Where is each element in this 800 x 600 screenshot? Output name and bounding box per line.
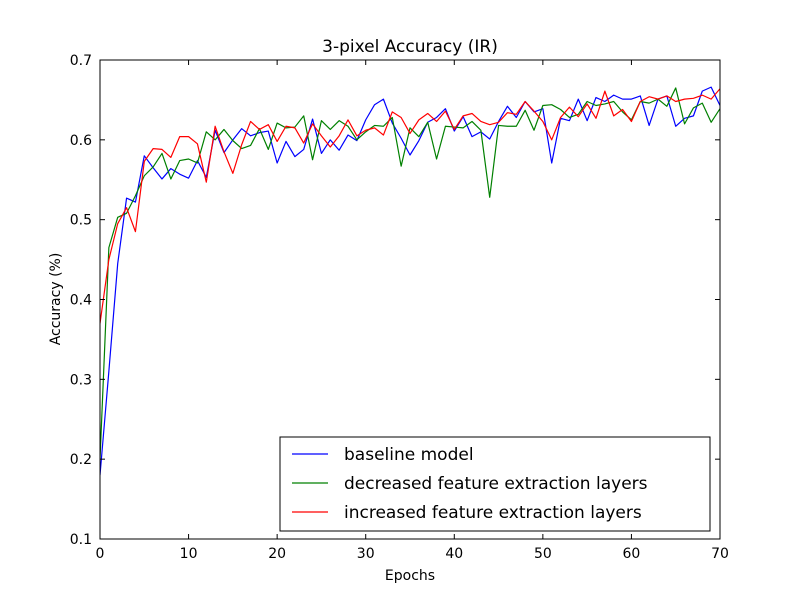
x-tick-label: 10 [180,546,198,562]
legend-label-baseline: baseline model [344,445,474,465]
y-tick-label: 0.6 [70,133,92,149]
ticks-layer: 0 10 20 30 40 50 60 70 0.1 0.2 0.3 0.4 0.5 0.6 0.7 [70,53,729,562]
x-tick-label: 40 [445,546,463,562]
x-tick-label: 30 [357,546,375,562]
x-tick-label: 50 [534,546,552,562]
x-tick-label: 60 [623,546,641,562]
x-tick-label: 0 [96,546,105,562]
y-tick-label: 0.1 [70,532,92,548]
y-tick-label: 0.5 [70,213,92,229]
y-axis-label: Accuracy (%) [48,253,64,346]
y-tick-label: 0.3 [70,372,92,388]
chart-title: 3-pixel Accuracy (IR) [322,37,498,57]
x-axis-label: Epochs [385,568,435,584]
y-tick-label: 0.7 [70,53,92,69]
x-tick-label: 20 [268,546,286,562]
legend-box [279,436,711,532]
legend-label-increased: increased feature extraction layers [344,503,642,523]
y-tick-label: 0.4 [70,293,92,309]
series-line-3 [100,88,720,324]
x-tick-label: 70 [711,546,729,562]
series-layer [100,86,720,476]
legend-label-decreased: decreased feature extraction layers [344,474,648,494]
legend: baseline model decreased feature extract… [279,436,711,532]
y-tick-label: 0.2 [70,452,92,468]
series-line-2 [100,87,720,460]
